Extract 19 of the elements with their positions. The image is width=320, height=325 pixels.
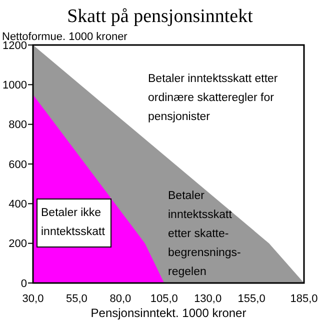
- x-tick-label: 130,0: [194, 293, 222, 305]
- annotation: Betaler inntektsskatt etter skatte- begrensnings- regelen: [168, 190, 242, 278]
- annotation: Betaler inntektsskatt etter ordinære skatteregler for pensjonister: [148, 73, 278, 123]
- x-tick-label: 105,0: [150, 293, 178, 305]
- x-tick-label: 155,0: [238, 293, 266, 305]
- y-tick-label: 1200: [2, 40, 27, 52]
- x-tick-label: 185,0: [290, 293, 318, 305]
- y-tick-label: 600: [8, 158, 27, 171]
- annotation: Betaler ikke inntektsskatt: [41, 207, 106, 238]
- y-tick-label: 0: [20, 278, 27, 290]
- x-axis-title: Pensjonsinntekt. 1000 kroner: [90, 306, 246, 320]
- y-tick-label: 800: [8, 119, 27, 132]
- chart-title: Skatt på pensjonsinntekt: [67, 6, 254, 27]
- y-tick-label: 200: [8, 238, 27, 250]
- y-tick-label: 1000: [2, 80, 27, 92]
- x-tick-label: 80,0: [110, 293, 132, 305]
- x-tick-label: 30,0: [22, 293, 44, 305]
- y-tick-label: 400: [8, 198, 27, 211]
- x-tick-label: 55,0: [66, 293, 88, 305]
